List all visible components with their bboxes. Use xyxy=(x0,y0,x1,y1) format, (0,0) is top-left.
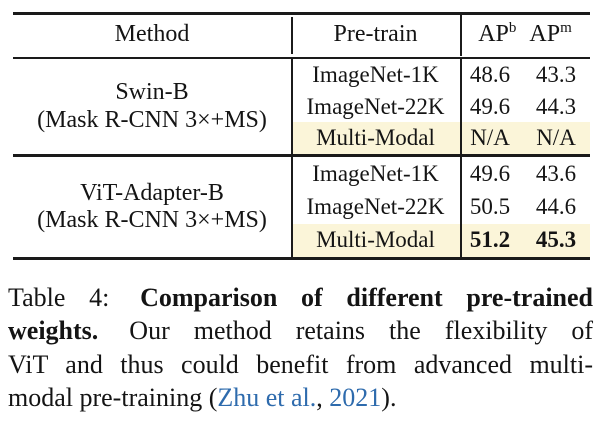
ap-values: 48.6 43.3 xyxy=(460,62,590,88)
header-ap-box: APb xyxy=(478,20,517,48)
column-divider xyxy=(291,17,293,54)
method-name: Swin-B xyxy=(115,79,189,105)
ap-values: 49.6 43.6 xyxy=(460,161,590,187)
caption-bold-title: Comparison of different pre-trained xyxy=(140,283,594,312)
ap-values: N/A N/A xyxy=(460,125,590,151)
ap-values: 49.6 44.3 xyxy=(460,94,590,120)
table-row: ImageNet-1K 48.6 43.3 xyxy=(291,59,590,91)
caption-line-2: weights. Our method retains the flexibil… xyxy=(8,314,593,347)
rows-group-swin: ImageNet-1K 48.6 43.3 ImageNet-22K 49.6 … xyxy=(291,59,590,155)
caption-line-4: modal pre-training (Zhu et al., 2021). xyxy=(8,381,593,414)
citation-link-authors[interactable]: Zhu et al. xyxy=(217,383,317,413)
header-ap-mask: APm xyxy=(529,20,572,48)
method-vit-adapter-b: ViT-Adapter-B (Mask R-CNN 3×+MS) xyxy=(13,157,291,257)
ap-mask-value: 43.3 xyxy=(535,61,577,87)
caption-text: ). xyxy=(381,383,397,413)
ap-mask-value: 44.3 xyxy=(535,93,577,119)
table-bottom-rule xyxy=(13,257,590,260)
header-pretrain: Pre-train xyxy=(333,21,418,47)
column-divider xyxy=(291,59,293,154)
citation-link-year[interactable]: 2021 xyxy=(329,383,382,413)
ap-values: 51.2 45.3 xyxy=(460,227,590,253)
ap-box-value: 48.6 xyxy=(469,61,511,87)
rows-group-vit-adapter: ImageNet-1K 49.6 43.6 ImageNet-22K 50.5 … xyxy=(291,157,590,257)
ap-mask-value: 44.6 xyxy=(535,193,577,219)
caption-line-1: Table 4: Comparison of different pre-tra… xyxy=(8,281,593,314)
column-divider xyxy=(291,157,293,257)
caption-text: , xyxy=(316,383,330,413)
table-row: ImageNet-22K 50.5 44.6 xyxy=(291,190,590,223)
ap-values: 50.5 44.6 xyxy=(460,194,590,220)
pretrain-value: Multi-Modal xyxy=(316,227,435,253)
caption-line-3: ViT and thus could benefit from advanced… xyxy=(8,348,593,381)
table-top-rule xyxy=(13,12,590,15)
column-divider xyxy=(460,157,462,257)
method-detail: (Mask R-CNN 3×+MS) xyxy=(37,106,267,133)
ap-box-value: 50.5 xyxy=(469,193,511,219)
table-mid-rule xyxy=(13,154,590,157)
ap-box-value: 51.2 xyxy=(469,227,511,253)
ap-mask-value: 43.6 xyxy=(535,160,577,186)
column-divider xyxy=(460,59,462,154)
pretrain-value: Multi-Modal xyxy=(316,125,435,151)
caption-text: Our method retains the flexibility of xyxy=(129,316,594,346)
caption-label: Table 4: xyxy=(8,283,110,312)
caption-text: modal pre-training ( xyxy=(8,383,218,413)
table-caption: Table 4: Comparison of different pre-tra… xyxy=(8,281,593,415)
pretrain-value: ImageNet-1K xyxy=(312,61,439,87)
header-ap-metrics: APb APm xyxy=(460,13,590,56)
header-method: Method xyxy=(114,21,190,47)
pretrain-value: ImageNet-22K xyxy=(306,193,445,219)
table-row: ImageNet-1K 49.6 43.6 xyxy=(291,157,590,190)
pretrain-value: ImageNet-22K xyxy=(306,93,445,119)
ap-box-value: N/A xyxy=(470,125,510,151)
table-row-highlighted: Multi-Modal 51.2 45.3 xyxy=(291,223,590,257)
method-swin-b: Swin-B (Mask R-CNN 3×+MS) xyxy=(13,59,291,154)
ap-box-value: 49.6 xyxy=(469,93,511,119)
table-row: ImageNet-22K 49.6 44.3 xyxy=(291,91,590,123)
column-divider xyxy=(460,15,462,56)
caption-text: ViT and thus could benefit from advanced… xyxy=(8,349,593,379)
method-name: ViT-Adapter-B xyxy=(80,179,224,206)
table-header-rule xyxy=(13,56,590,59)
ap-mask-value: 45.3 xyxy=(535,227,577,253)
ap-mask-value: N/A xyxy=(536,125,576,151)
ap-box-value: 49.6 xyxy=(469,160,511,186)
pretrain-value: ImageNet-1K xyxy=(312,160,439,186)
method-detail: (Mask R-CNN 3×+MS) xyxy=(37,207,267,233)
caption-bold-title: weights. xyxy=(8,316,99,346)
table-row-highlighted: Multi-Modal N/A N/A xyxy=(291,122,590,155)
